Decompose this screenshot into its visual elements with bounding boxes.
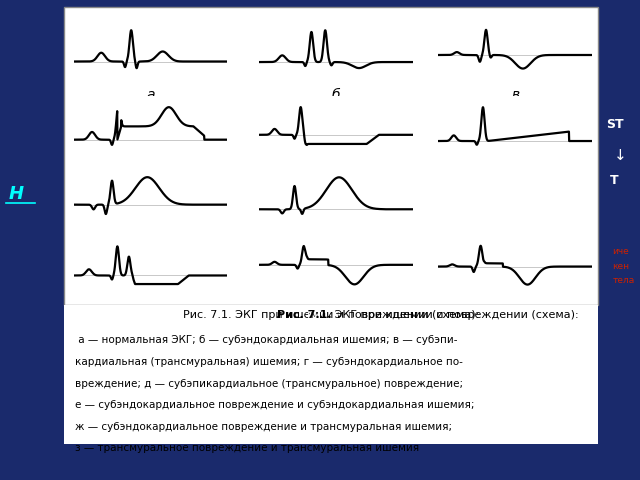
Text: Рис. 7.1.: Рис. 7.1. [307,311,355,320]
Text: ЭКГ при ишемии и повреждении (схема):: ЭКГ при ишемии и повреждении (схема): [332,311,579,320]
Text: Рис. 7.1.: Рис. 7.1. [276,311,332,320]
Text: T: T [610,174,618,187]
Text: е — субэндокардиальное повреждение и субэндокардиальная ишемия;: е — субэндокардиальное повреждение и суб… [75,400,474,410]
Text: Рис. 7.1. ЭКГ при ишемии и повреждении (схема):: Рис. 7.1. ЭКГ при ишемии и повреждении (… [183,311,479,320]
Text: з — трансмуральное повреждение и трансмуральная ишемия: з — трансмуральное повреждение и трансму… [75,444,419,453]
Text: г: г [147,165,154,179]
Text: кен: кен [612,262,630,271]
Text: д: д [145,235,156,249]
Text: кардиальная (трансмуральная) ишемия; г — субэндокардиальное по-: кардиальная (трансмуральная) ишемия; г —… [75,357,463,367]
Text: з: з [511,304,519,318]
Text: в: в [511,88,519,102]
Text: иче: иче [612,247,629,256]
Text: тела: тела [612,276,635,285]
Text: ↓: ↓ [614,148,627,163]
Text: а — нормальная ЭКГ; б — субэндокардиальная ишемия; в — субэпи-: а — нормальная ЭКГ; б — субэндокардиальн… [75,336,457,346]
Text: а: а [146,88,155,102]
Text: ж: ж [330,304,342,318]
Text: б: б [332,88,340,102]
Text: ж — субэндокардиальное повреждение и трансмуральная ишемия;: ж — субэндокардиальное повреждение и тра… [75,422,452,432]
Text: вреждение; д — субэпикардиальное (трансмуральное) повреждение;: вреждение; д — субэпикардиальное (трансм… [75,379,463,389]
Text: Н: Н [8,185,24,204]
Text: е: е [146,304,155,318]
Text: ST: ST [606,118,624,131]
